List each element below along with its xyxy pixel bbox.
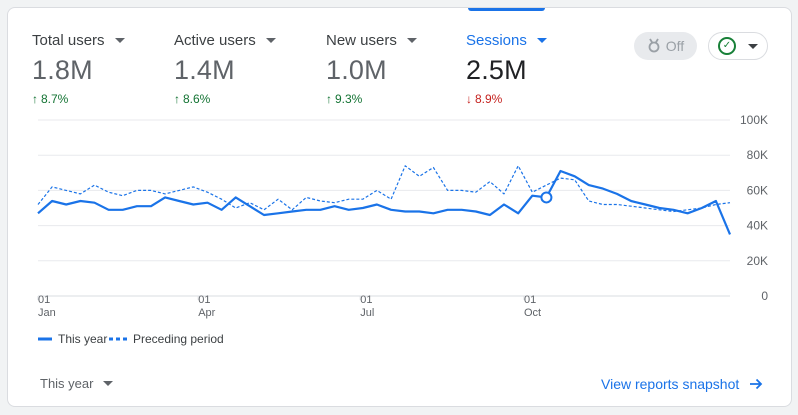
metric-label: Total users (32, 32, 105, 49)
legend-this-year: This year (38, 332, 107, 346)
y-tick-label: 80K (747, 148, 768, 162)
x-tick-label: 01 (198, 294, 210, 306)
metric-delta-value: 9.3% (335, 92, 363, 106)
metric-delta: ↑ 8.6% (174, 92, 276, 106)
highlight-point (540, 191, 553, 204)
metric-active-users[interactable]: Active users 1.4M ↑ 8.6% (174, 32, 276, 106)
chevron-down-icon (114, 38, 125, 43)
chevron-down-icon (748, 43, 758, 49)
metric-delta-value: 8.6% (183, 92, 211, 106)
chevron-down-icon (103, 381, 114, 386)
arrow-up-icon: ↑ (32, 92, 38, 106)
x-tick-label: 01 (38, 294, 50, 306)
chevron-down-icon (536, 38, 547, 43)
x-tick-label: Jan (38, 307, 56, 319)
metric-label: New users (326, 32, 397, 49)
metric-sessions[interactable]: Sessions 2.5M ↓ 8.9% (466, 32, 547, 106)
arrow-up-icon: ↑ (326, 92, 332, 106)
x-tick-label: Jul (360, 307, 374, 319)
comparison-menu-button[interactable]: ✓ (708, 32, 768, 60)
metric-delta-value: 8.7% (41, 92, 69, 106)
metric-label: Sessions (466, 32, 527, 49)
legend-dashed-swatch (109, 337, 127, 341)
x-tick-label: 01 (360, 294, 372, 306)
metric-new-users[interactable]: New users 1.0M ↑ 9.3% (326, 32, 417, 106)
arrow-up-icon: ↑ (174, 92, 180, 106)
snapshot-label: View reports snapshot (601, 376, 740, 392)
metric-value: 2.5M (466, 55, 527, 85)
period-selector[interactable]: This year (40, 376, 114, 391)
legend-label: Preceding period (133, 332, 224, 346)
metric-delta: ↑ 9.3% (326, 92, 417, 106)
legend-label: This year (58, 332, 108, 346)
sessions-card: Total users 1.8M ↑ 8.7% Active users 1.4M… (7, 7, 792, 407)
check-circle-icon: ✓ (718, 37, 736, 55)
metric-delta: ↓ 8.9% (466, 92, 547, 106)
toggle-label: Off (665, 38, 685, 54)
metric-value: 1.0M (326, 55, 387, 85)
chevron-down-icon (406, 38, 417, 43)
y-tick-label: 60K (747, 183, 768, 197)
arrow-down-icon: ↓ (466, 92, 472, 106)
period-label: This year (40, 376, 94, 391)
insights-toggle[interactable]: Off (634, 32, 697, 60)
x-tick-label: Apr (198, 307, 215, 319)
metric-value: 1.4M (174, 55, 235, 85)
metric-value: 1.8M (32, 55, 93, 85)
chevron-down-icon (265, 38, 276, 43)
series-line-preceding-period (37, 165, 731, 213)
view-reports-snapshot-link[interactable]: View reports snapshot (601, 376, 763, 392)
x-tick-label: 01 (524, 294, 536, 306)
x-tick-label: Oct (524, 307, 541, 319)
y-tick-label: 20K (747, 254, 768, 268)
metric-total-users[interactable]: Total users 1.8M ↑ 8.7% (32, 32, 125, 106)
y-tick-label: 0 (761, 289, 768, 303)
metric-label: Active users (174, 32, 256, 49)
metric-delta: ↑ 8.7% (32, 92, 125, 106)
metric-delta-value: 8.9% (475, 92, 503, 106)
y-tick-label: 40K (747, 219, 768, 233)
y-tick-label: 100K (740, 113, 768, 127)
series-line-this-year (37, 169, 732, 235)
legend-preceding-period: Preceding period (109, 332, 224, 346)
legend-solid-swatch (38, 337, 52, 341)
award-icon (648, 38, 660, 53)
active-tab-indicator (468, 8, 545, 11)
arrow-right-icon (750, 378, 763, 390)
